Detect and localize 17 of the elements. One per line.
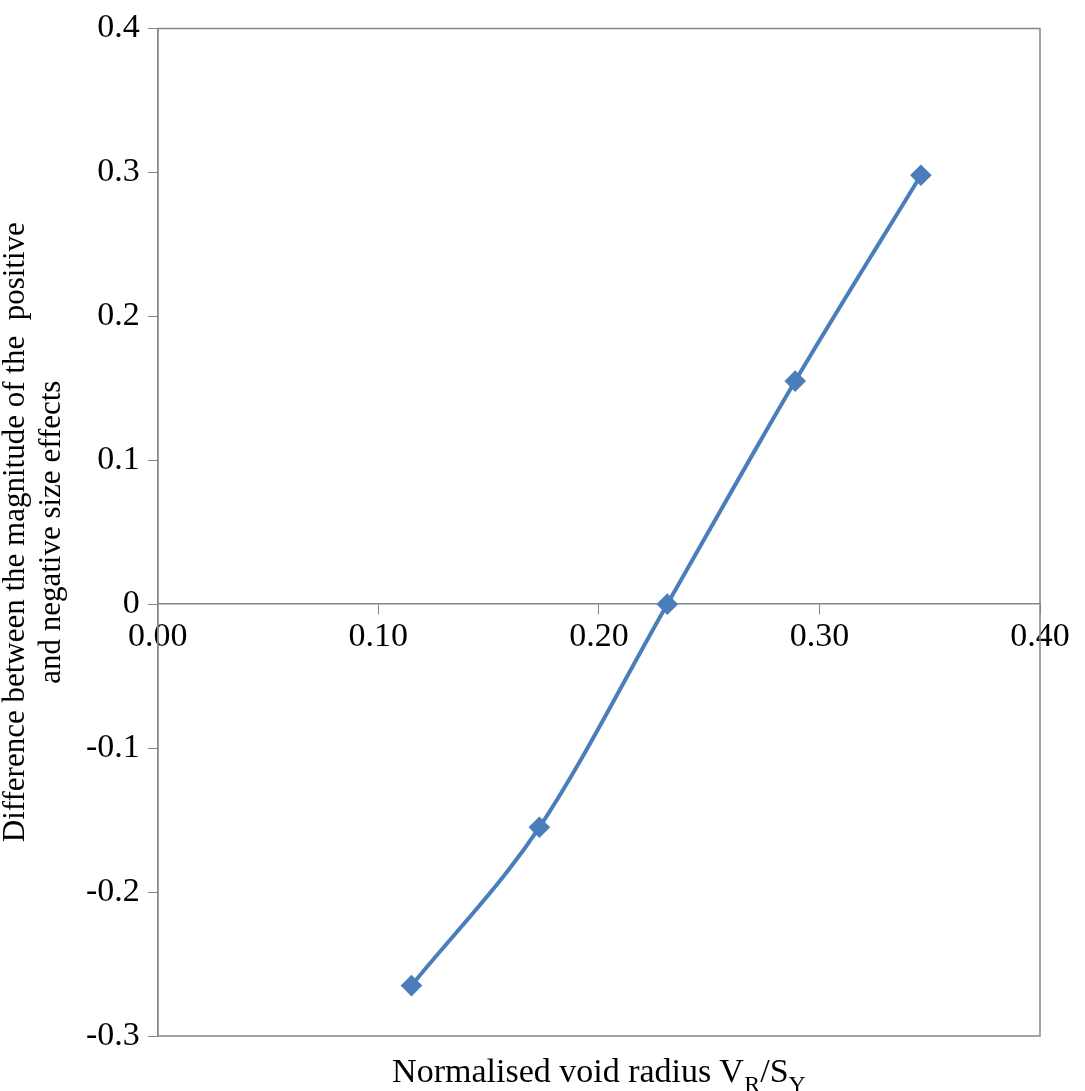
y-tick-label: 0.1 bbox=[97, 439, 140, 477]
point bbox=[657, 594, 678, 615]
point bbox=[529, 817, 550, 838]
x-tick-label: 0.10 bbox=[348, 616, 409, 654]
y-tick-label: -0.2 bbox=[85, 870, 140, 908]
point bbox=[785, 371, 806, 392]
x-tick-label: 0.20 bbox=[569, 616, 629, 654]
y-axis-title: Difference between the magnitude of the positive and negative size effects bbox=[0, 222, 68, 843]
y-tick-label: -0.1 bbox=[85, 727, 140, 765]
point bbox=[910, 165, 931, 186]
x-tick-label: 0.30 bbox=[789, 616, 850, 654]
y-tick-label: 0.4 bbox=[97, 7, 140, 45]
y-tick-label: 0.2 bbox=[97, 295, 140, 333]
x-tick-label: 0.40 bbox=[1010, 616, 1070, 654]
point bbox=[401, 975, 422, 996]
y-tick-label: 0.3 bbox=[97, 151, 140, 189]
y-tick-label: -0.3 bbox=[85, 1014, 140, 1052]
